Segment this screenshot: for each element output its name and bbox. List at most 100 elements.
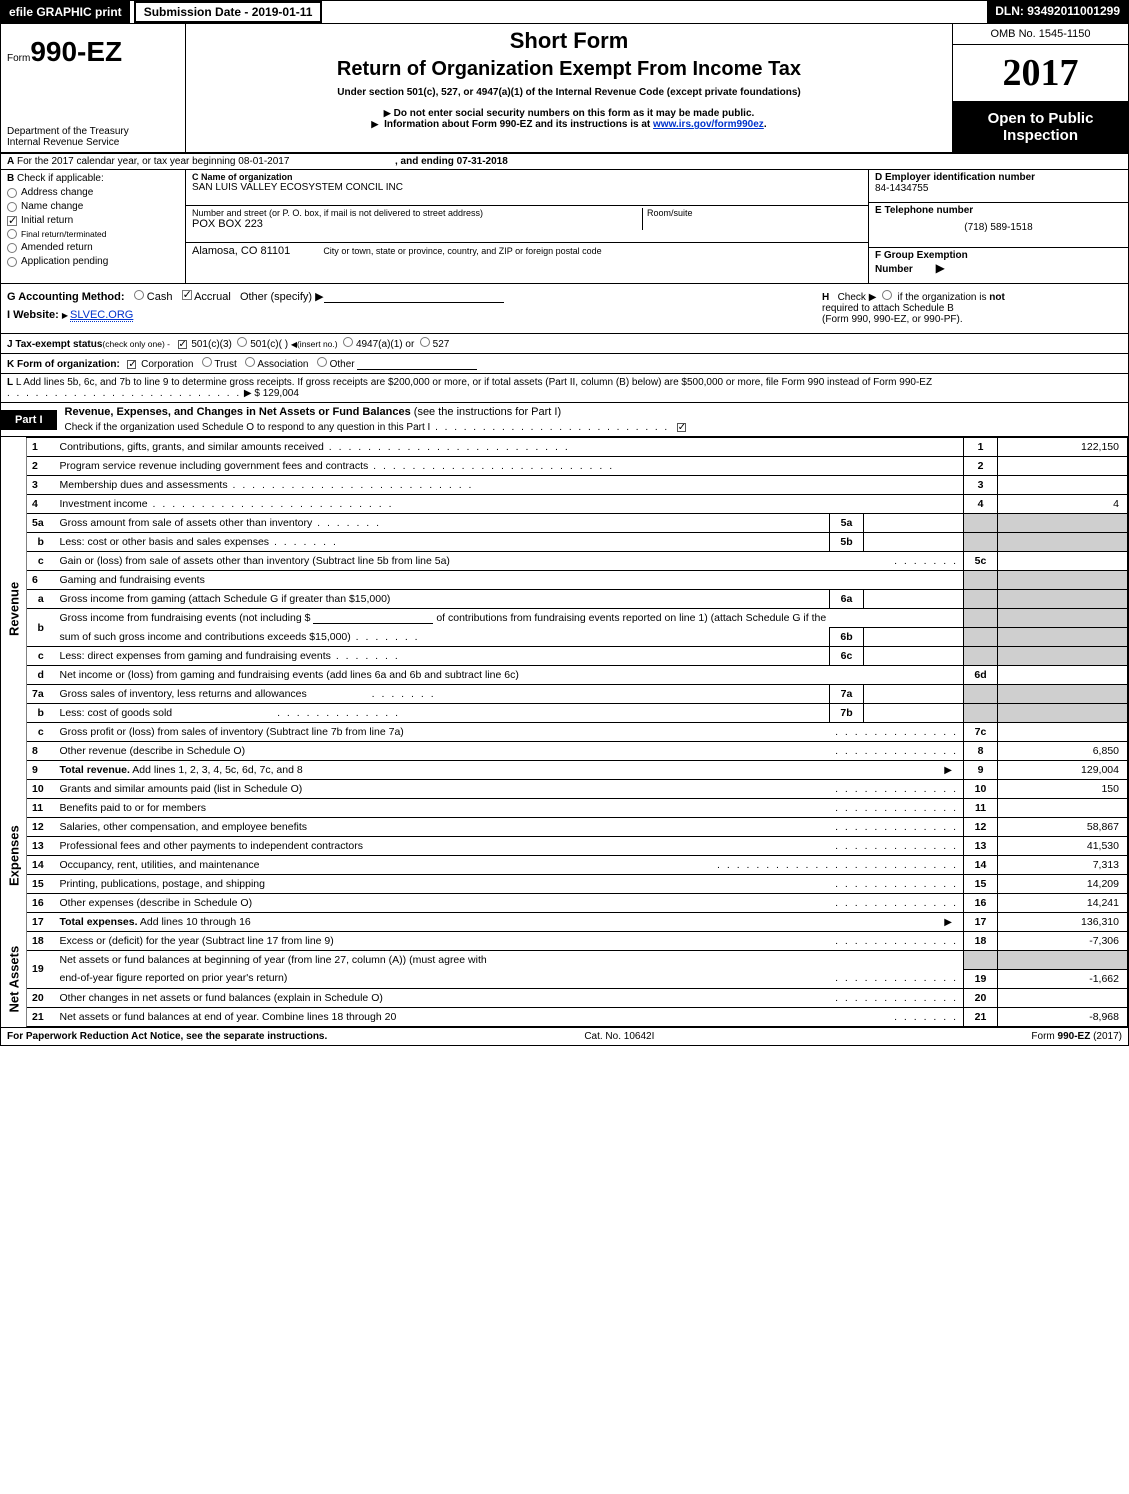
l18-desc: Excess or (deficit) for the year (Subtra…	[60, 935, 334, 947]
check-name-label: Name change	[21, 201, 83, 212]
k-other[interactable]	[317, 357, 327, 367]
k-assoc[interactable]	[245, 357, 255, 367]
j-501c[interactable]	[237, 337, 247, 347]
j-4947[interactable]	[343, 337, 353, 347]
l9-rn: 9	[964, 761, 998, 780]
part1-schedule-o-check[interactable]	[677, 423, 686, 432]
l10-desc: Grants and similar amounts paid (list in…	[60, 783, 303, 795]
l9-rv: 129,004	[998, 761, 1128, 780]
header-right: OMB No. 1545-1150 2017 Open to Public In…	[953, 24, 1128, 152]
arrow-icon: ▶	[936, 261, 945, 275]
line-12: 12 Salaries, other compensation, and emp…	[1, 818, 1128, 837]
open-line1: Open to Public	[957, 110, 1124, 127]
header-center: Short Form Return of Organization Exempt…	[186, 24, 953, 152]
dln-box: DLN: 93492011001299	[987, 1, 1128, 23]
check-name[interactable]	[7, 202, 17, 212]
part1-label: Part I	[1, 410, 57, 430]
form-header: Form990-EZ Department of the Treasury In…	[1, 24, 1128, 154]
l2-desc: Program service revenue including govern…	[60, 460, 369, 472]
line-8: 8 Other revenue (describe in Schedule O)…	[1, 742, 1128, 761]
check-address[interactable]	[7, 188, 17, 198]
l5c-num: c	[27, 552, 55, 571]
line-21: 21 Net assets or fund balances at end of…	[1, 1007, 1128, 1026]
l7b-ib: 7b	[830, 704, 864, 723]
l11-rn: 11	[964, 799, 998, 818]
l6d-desc: Net income or (loss) from gaming and fun…	[60, 669, 519, 681]
row-l: L L Add lines 5b, 6c, and 7b to line 9 t…	[1, 374, 1128, 403]
k-corp-label: Corporation	[141, 359, 193, 370]
k-other-input[interactable]	[357, 358, 477, 370]
j-501c3[interactable]	[178, 340, 187, 349]
l9-desc2: Add lines 1, 2, 3, 4, 5c, 6d, 7c, and 8	[130, 764, 303, 776]
k-trust[interactable]	[202, 357, 212, 367]
l6a-num: a	[27, 590, 55, 609]
check-final[interactable]	[7, 229, 17, 239]
instructions-link[interactable]: www.irs.gov/form990ez	[653, 119, 764, 130]
l1-num: 1	[27, 438, 55, 457]
l16-rv: 14,241	[998, 894, 1128, 913]
l7c-rn: 7c	[964, 723, 998, 742]
l7c-desc: Gross profit or (loss) from sales of inv…	[60, 726, 404, 738]
check-final-label: Final return/terminated	[21, 229, 107, 239]
top-strip: efile GRAPHIC print Submission Date - 20…	[1, 1, 1128, 24]
row-j: J Tax-exempt status(check only one) - 50…	[1, 334, 1128, 354]
f-label2: Number	[875, 264, 913, 275]
f-label: F Group Exemption	[875, 250, 968, 261]
h-checkbox[interactable]	[882, 290, 892, 300]
tel-box: E Telephone number (718) 589-1518	[869, 203, 1128, 248]
l7c-num: c	[27, 723, 55, 742]
l6c-iv	[864, 647, 964, 666]
d-label: D Employer identification number	[875, 172, 1122, 183]
org-name-box: C Name of organization SAN LUIS VALLEY E…	[186, 170, 868, 206]
footer-right-pre: Form	[1031, 1031, 1057, 1042]
l6b-num: b	[27, 609, 55, 647]
l13-rv: 41,530	[998, 837, 1128, 856]
radio-cash[interactable]	[134, 290, 144, 300]
line-7a: 7a Gross sales of inventory, less return…	[1, 685, 1128, 704]
other-specify-input[interactable]	[324, 291, 504, 303]
other-label: Other (specify)	[240, 291, 312, 303]
check-pending[interactable]	[7, 257, 17, 267]
l12-rn: 12	[964, 818, 998, 837]
j-label: J Tax-exempt status	[7, 339, 102, 350]
l20-rn: 20	[964, 988, 998, 1007]
check-amended[interactable]	[7, 243, 17, 253]
l6b-rv-s2	[998, 628, 1128, 647]
l6b-amount-input[interactable]	[313, 612, 433, 624]
line-7b: b Less: cost of goods sold 7b	[1, 704, 1128, 723]
website-link[interactable]: SLVEC.ORG	[70, 309, 133, 322]
l6c-desc: Less: direct expenses from gaming and fu…	[60, 650, 331, 662]
g-label: G Accounting Method:	[7, 291, 125, 303]
l12-num: 12	[27, 818, 55, 837]
l8-rn: 8	[964, 742, 998, 761]
radio-accrual[interactable]	[182, 290, 192, 300]
l7b-rn	[964, 704, 998, 723]
l6c-num: c	[27, 647, 55, 666]
l6-rv	[998, 571, 1128, 590]
l2-rv	[998, 457, 1128, 476]
line-9: 9 Total revenue. Add lines 1, 2, 3, 4, 5…	[1, 761, 1128, 780]
form-word: Form	[7, 53, 30, 64]
line-7c: c Gross profit or (loss) from sales of i…	[1, 723, 1128, 742]
footer-right-b: 990-EZ	[1058, 1031, 1091, 1042]
i-line: I Website: SLVEC.ORG	[7, 309, 822, 321]
open-line2: Inspection	[957, 127, 1124, 144]
l7c-rv	[998, 723, 1128, 742]
line-5b: b Less: cost or other basis and sales ex…	[1, 533, 1128, 552]
l6b-desc2: of contributions from fundraising events…	[436, 612, 826, 624]
dept-line1: Department of the Treasury	[7, 126, 179, 137]
city-label: City or town, state or province, country…	[323, 246, 601, 256]
dept-block: Department of the Treasury Internal Reve…	[7, 126, 179, 148]
l5a-desc: Gross amount from sale of assets other t…	[60, 517, 313, 529]
check-initial[interactable]	[7, 216, 17, 226]
efile-print-button[interactable]: efile GRAPHIC print	[1, 1, 130, 23]
footer-right: Form 990-EZ (2017)	[1031, 1031, 1122, 1042]
j-527[interactable]	[420, 337, 430, 347]
line-11: 11 Benefits paid to or for members 11	[1, 799, 1128, 818]
l6-rn	[964, 571, 998, 590]
l19-desc: Net assets or fund balances at beginning…	[60, 954, 487, 966]
k-corp[interactable]	[127, 360, 136, 369]
l6a-ib: 6a	[830, 590, 864, 609]
l15-rv: 14,209	[998, 875, 1128, 894]
l17-num: 17	[27, 913, 55, 932]
